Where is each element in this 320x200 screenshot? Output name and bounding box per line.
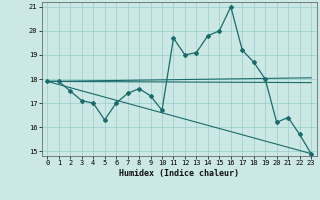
X-axis label: Humidex (Indice chaleur): Humidex (Indice chaleur) — [119, 169, 239, 178]
